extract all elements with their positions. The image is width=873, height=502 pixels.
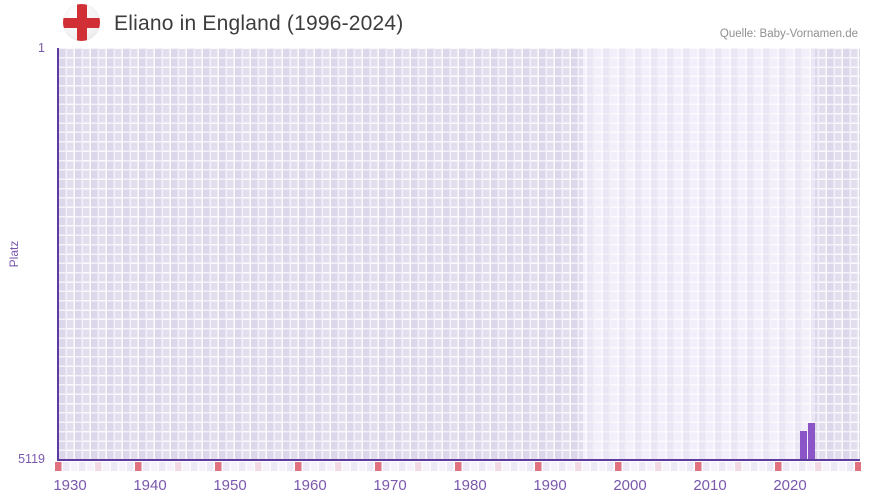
flag-cross-horizontal (63, 17, 100, 28)
x-tick-label: 1960 (293, 477, 327, 494)
x-tick-label: 1980 (453, 477, 487, 494)
x-tick-label: 1990 (533, 477, 567, 494)
decade-marker (695, 462, 703, 471)
x-tick-label: 2020 (773, 477, 807, 494)
half-decade-marker (255, 462, 263, 471)
x-tick-label: 1930 (53, 477, 87, 494)
x-tick-label: 1950 (213, 477, 247, 494)
year-marker-strip (55, 462, 861, 471)
y-axis-tick-top: 1 (38, 41, 45, 55)
half-decade-marker (335, 462, 343, 471)
decade-marker (455, 462, 463, 471)
half-decade-marker (175, 462, 183, 471)
decade-marker (215, 462, 223, 471)
chart-title: Eliano in England (1996-2024) (114, 12, 404, 35)
x-tick-label: 1970 (373, 477, 407, 494)
x-tick-label: 2000 (613, 477, 647, 494)
decade-marker (775, 462, 783, 471)
x-axis-tick-labels: 1930 1940 1950 1960 1970 1980 1990 2000 2010 2020 (53, 477, 860, 497)
plot-area (57, 48, 860, 461)
half-decade-marker (495, 462, 503, 471)
decade-marker (295, 462, 303, 471)
half-decade-marker (95, 462, 103, 471)
half-decade-marker (415, 462, 423, 471)
half-decade-marker (735, 462, 743, 471)
half-decade-marker (655, 462, 663, 471)
england-flag-icon (63, 4, 100, 41)
x-tick-label: 2010 (693, 477, 727, 494)
x-tick-label: 1940 (133, 477, 167, 494)
decade-marker (535, 462, 543, 471)
y-axis-tick-bottom: 5119 (18, 452, 45, 466)
decade-marker (375, 462, 383, 471)
decade-marker (135, 462, 143, 471)
decade-marker (615, 462, 623, 471)
data-range-highlight-band (583, 48, 815, 459)
source-credit[interactable]: Quelle: Baby-Vornamen.de (719, 28, 858, 40)
rank-bar[interactable] (807, 423, 815, 459)
half-decade-marker (575, 462, 583, 471)
half-decade-marker (815, 462, 823, 471)
y-axis-title: Platz (7, 240, 21, 268)
rank-bar[interactable] (799, 431, 807, 459)
decade-marker (855, 462, 861, 471)
decade-marker (55, 462, 63, 471)
